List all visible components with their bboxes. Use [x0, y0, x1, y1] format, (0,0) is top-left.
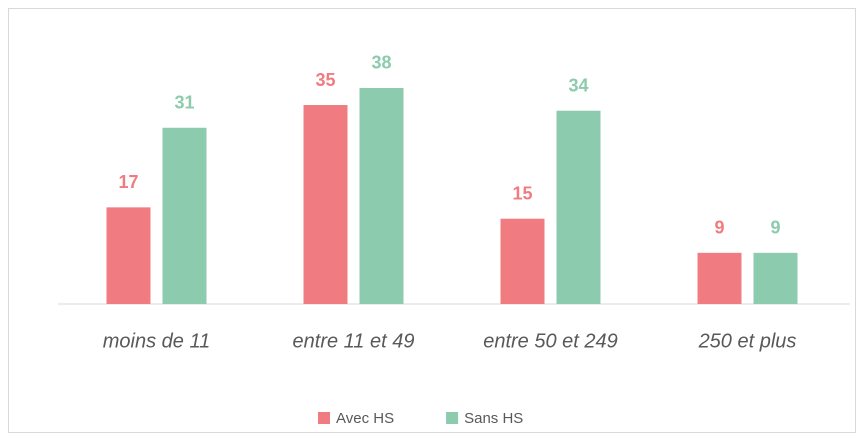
data-label: 38	[371, 53, 391, 73]
data-label: 17	[118, 172, 138, 192]
x-tick-label: moins de 11	[103, 330, 210, 352]
legend-swatch	[318, 412, 330, 424]
data-label: 31	[174, 93, 194, 113]
x-tick-label: 250 et plus	[698, 330, 797, 352]
data-label: 15	[512, 183, 532, 203]
legend-label: Avec HS	[336, 410, 394, 427]
legend-swatch	[446, 412, 459, 424]
legend-label: Sans HS	[464, 410, 523, 427]
bar	[106, 207, 151, 304]
data-label: 35	[315, 70, 335, 90]
data-label: 9	[770, 218, 780, 238]
bar	[753, 252, 798, 304]
bar	[697, 252, 742, 304]
x-tick-label: entre 50 et 249	[483, 330, 618, 352]
data-label: 34	[568, 75, 588, 95]
bar	[162, 127, 207, 304]
bar	[303, 105, 348, 305]
bar	[359, 87, 404, 304]
x-tick-label: entre 11 et 49	[293, 330, 415, 352]
data-label: 9	[714, 218, 724, 238]
bar	[556, 110, 601, 305]
bar	[500, 218, 545, 304]
